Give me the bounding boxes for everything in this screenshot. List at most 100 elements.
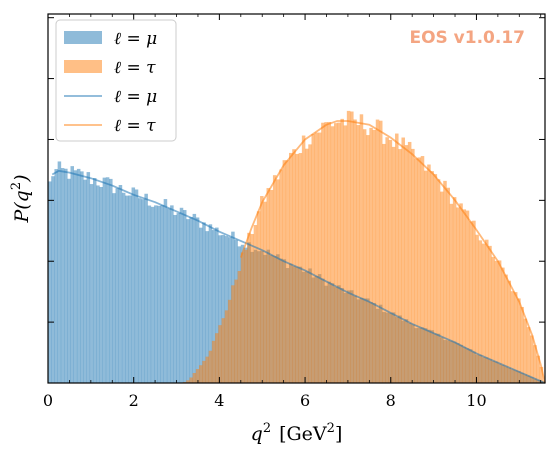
histogram-bar [375,119,380,383]
histogram-bar [211,230,216,383]
histogram-series-1 [182,110,546,384]
histogram-bar [221,318,226,383]
histogram-bar [311,134,316,383]
histogram-bar [526,327,531,383]
histogram-bar [350,111,354,384]
histogram-bar [266,188,271,383]
histogram-bar [112,193,116,383]
histogram-bar [237,271,242,383]
histogram-bar [478,240,483,383]
histogram-bar [218,325,222,383]
histogram-bar [147,205,152,383]
histogram-bar [359,114,364,383]
histogram-bar [154,205,158,383]
y-axis-label-func: P(q [11,190,33,223]
histogram-bar [456,207,460,383]
histogram-bar [57,161,62,383]
histogram-bar [395,133,399,383]
histogram-bar [468,221,473,383]
histogram-bar [250,234,254,383]
legend-label: ℓ = μ [114,29,157,49]
histogram-bar [73,170,78,383]
histogram-bar [430,171,434,383]
x-axis-label: q2 [GeV2] [251,421,343,445]
histogram-bar [285,160,290,383]
histogram-bar [80,171,84,383]
histogram-bar [134,189,139,383]
histogram-bar [353,119,357,383]
histogram-bar [205,356,209,383]
histogram-bar [253,225,258,383]
histogram-bar [60,168,65,383]
histogram-bar [356,125,360,383]
histogram-bar [385,137,389,383]
histogram-bar [205,231,209,383]
x-axis-label-var: q [251,423,263,445]
plot-area [48,110,546,384]
histogram-bar [501,267,505,383]
x-tick-label: 10 [466,391,486,410]
pdf-line-2 [51,169,546,384]
histogram-bar [475,234,479,383]
legend-swatch-patch [64,31,102,44]
histogram-bar [414,158,418,383]
histogram-bar [391,146,396,383]
histogram-bar [54,169,58,383]
histogram-bar [125,195,129,383]
histogram-bar [189,377,193,383]
legend-label: ℓ = μ [114,87,157,107]
histogram-bar [452,197,457,383]
histogram-bar [536,355,540,383]
histogram-bar [472,220,476,383]
histogram-bar [186,219,190,383]
histogram-bar [195,217,200,383]
histogram-bar [301,135,306,383]
histogram-bar [481,243,486,383]
histogram-bar [436,179,441,383]
histogram-bar [305,148,309,383]
x-tick-label: 2 [129,391,139,410]
y-axis-label-close: ) [11,174,33,182]
histogram-bar [497,260,502,383]
histogram-bar [491,256,495,383]
axes [47,13,546,384]
histogram-bar [163,199,168,383]
histogram-bar [160,205,164,383]
histogram-bar [504,274,508,383]
histogram-bar [513,292,518,383]
histogram-bar [330,126,335,383]
eos-version-watermark: EOS v1.0.17 [409,28,525,48]
histogram-bar [279,169,283,383]
histogram-bar [86,172,91,383]
histogram-bar [144,193,148,383]
histogram-bar [523,318,528,383]
histogram-bar [337,122,341,383]
histogram-bar [317,132,322,383]
histogram-bar [401,137,405,383]
histogram-bar [244,249,248,383]
histogram-bar [398,149,402,383]
histogram-bar [234,279,238,383]
legend: ℓ = μ ℓ = τ ℓ = μ ℓ = τ [55,19,177,142]
histogram-bar [192,213,197,383]
histogram-bar [295,153,299,383]
histogram-bar [308,144,312,383]
histogram-bar [118,185,123,383]
histogram-bar [218,235,222,383]
histogram-bar [221,234,226,383]
x-axis-label-unit-sup: 2 [327,421,335,436]
x-axis-label-unit-close: ] [335,423,342,445]
histogram-bar [346,110,351,384]
histogram-bar [131,187,136,383]
histogram-bar [109,178,113,383]
histogram-bar [199,227,203,383]
histogram-bar [333,123,338,384]
x-axis-ticks: 0 2 4 6 8 10 [43,14,542,410]
histogram-bar [366,135,370,383]
histogram-bar [440,191,444,383]
histogram-bar [488,245,492,383]
histogram-bar [269,189,274,383]
histogram-bar [70,166,74,383]
histogram-bar [105,177,110,383]
histogram-bar [462,209,467,383]
